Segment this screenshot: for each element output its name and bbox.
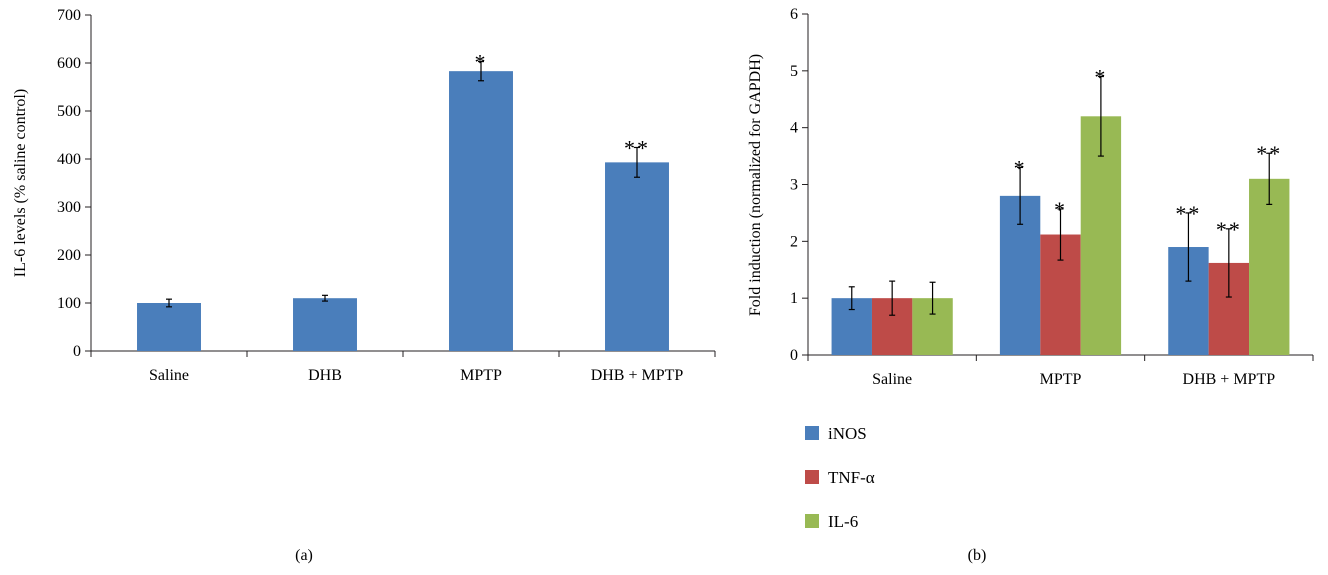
chart-a: IL-6 levels (% saline control) 0 100 200 30…: [12, 7, 716, 384]
legend-swatch: [805, 514, 819, 528]
bar: [1249, 178, 1290, 355]
chart-b-y-axis-title: Fold induction (normalized for GAPDH): [747, 54, 764, 316]
y-tick-label: 2: [790, 233, 798, 250]
panel-a-label: (a): [295, 547, 313, 564]
legend-label: IL-6: [828, 512, 858, 531]
x-tick-label: MPTP: [460, 367, 502, 384]
chart-b: Fold induction (normalized for GAPDH) 0 1…: [747, 6, 1314, 531]
x-tick-label: MPTP: [1040, 371, 1082, 388]
y-tick-label: 300: [57, 199, 81, 216]
y-tick-label: 100: [57, 295, 81, 312]
significance-marker: **: [1216, 217, 1242, 242]
y-tick-label: 4: [790, 120, 798, 137]
x-tick-label: DHB + MPTP: [1183, 371, 1276, 388]
y-tick-label: 600: [57, 55, 81, 72]
y-tick-label: 700: [57, 7, 81, 24]
significance-marker: *: [475, 50, 488, 75]
bar: [293, 298, 357, 351]
bar: [137, 303, 201, 351]
y-tick-label: 3: [790, 177, 798, 194]
y-tick-label: 0: [73, 343, 81, 360]
significance-marker: *: [1014, 155, 1027, 180]
y-tick-label: 0: [790, 347, 798, 364]
legend-swatch: [805, 470, 819, 484]
bar: [449, 71, 513, 351]
y-tick-label: 200: [57, 247, 81, 264]
chart-a-y-axis-title: IL-6 levels (% saline control): [12, 89, 29, 277]
y-tick-label: 6: [790, 6, 798, 23]
panel-b-label: (b): [968, 547, 987, 564]
legend-label: TNF-α: [828, 468, 875, 487]
significance-marker: *: [1094, 65, 1107, 90]
y-tick-label: 400: [57, 151, 81, 168]
legend-label: iNOS: [828, 424, 867, 443]
legend-swatch: [805, 426, 819, 440]
significance-marker: *: [1054, 197, 1067, 222]
y-tick-label: 1: [790, 290, 798, 307]
x-tick-label: Saline: [872, 371, 912, 388]
bar: [605, 162, 669, 351]
significance-marker: **: [1175, 201, 1201, 226]
y-tick-label: 5: [790, 63, 798, 80]
x-tick-label: DHB: [308, 367, 342, 384]
x-tick-label: DHB + MPTP: [591, 367, 684, 384]
y-tick-label: 500: [57, 103, 81, 120]
x-tick-label: Saline: [149, 367, 189, 384]
significance-marker: **: [1256, 141, 1282, 166]
significance-marker: **: [624, 135, 650, 160]
